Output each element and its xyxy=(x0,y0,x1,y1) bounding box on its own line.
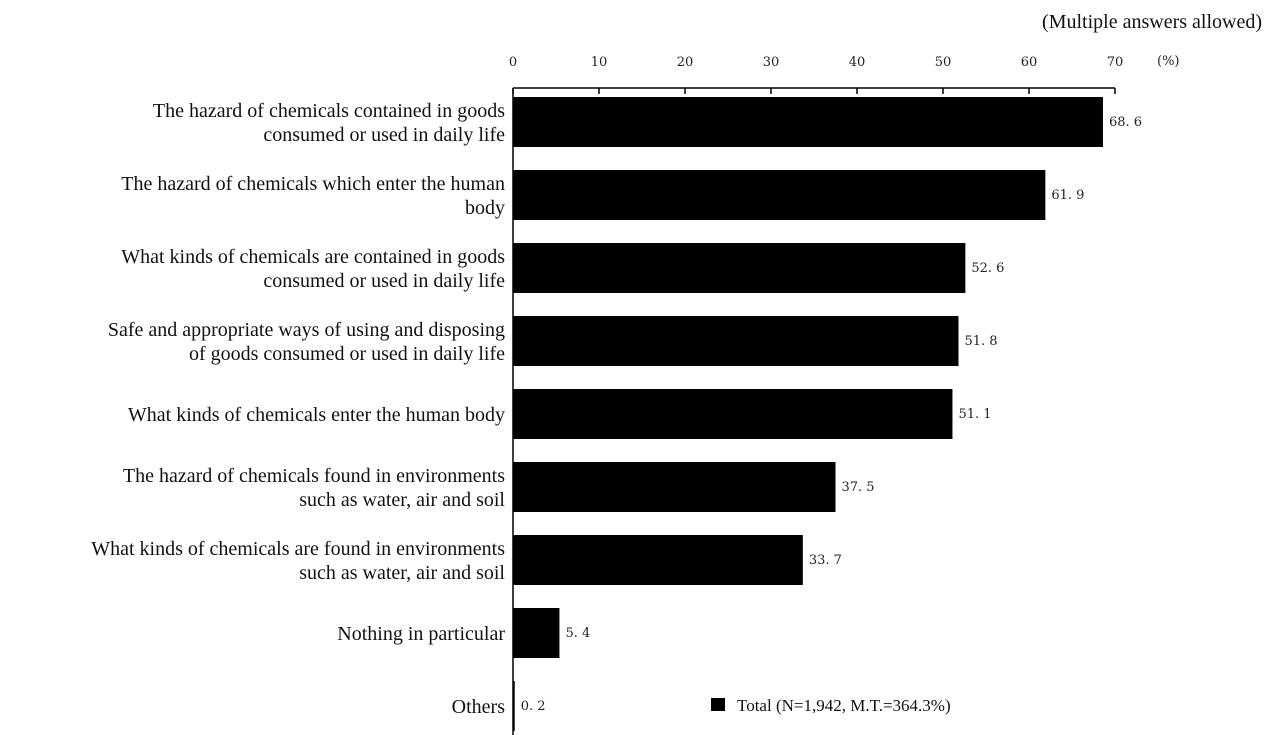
x-axis-tick-label: 10 xyxy=(591,55,608,70)
bar-value-label: 0. 2 xyxy=(521,699,546,714)
x-axis-tick-label: 70 xyxy=(1107,55,1124,70)
bar xyxy=(513,389,953,439)
bar xyxy=(513,316,959,366)
x-axis-tick-label: 40 xyxy=(849,55,866,70)
x-axis-unit-label: (%) xyxy=(1157,54,1180,69)
bar xyxy=(513,462,836,512)
category-label: The hazard of chemicals contained in goo… xyxy=(153,100,505,122)
bar xyxy=(513,243,966,293)
bar-value-label: 5. 4 xyxy=(565,626,590,641)
bar xyxy=(513,608,560,658)
x-axis-tick-label: 20 xyxy=(677,55,694,70)
category-label: Nothing in particular xyxy=(337,623,505,645)
category-label: The hazard of chemicals which enter the … xyxy=(121,173,505,195)
bar xyxy=(513,681,515,731)
category-label: The hazard of chemicals found in environ… xyxy=(123,465,505,487)
bar-value-label: 52. 6 xyxy=(971,261,1004,276)
category-label: What kinds of chemicals enter the human … xyxy=(128,404,505,426)
x-axis-tick-label: 30 xyxy=(763,55,780,70)
category-label: body xyxy=(465,197,505,219)
value-labels: 68. 6 61. 9 52. 6 51. 8 51. 1 37. 5 33. 7 5. 4 0… xyxy=(521,115,1142,714)
bar xyxy=(513,535,803,585)
category-label: such as water, air and soil xyxy=(299,489,505,511)
category-label: such as water, air and soil xyxy=(299,562,505,584)
multiple-answers-note: (Multiple answers allowed) xyxy=(1042,11,1262,33)
category-label: Safe and appropriate ways of using and d… xyxy=(108,319,505,341)
x-axis-tick-label: 60 xyxy=(1021,55,1038,70)
category-labels: The hazard of chemicals contained in goo… xyxy=(91,100,505,718)
category-label: What kinds of chemicals are found in env… xyxy=(91,538,505,560)
category-label: consumed or used in daily life xyxy=(263,270,505,292)
bar-value-label: 51. 8 xyxy=(964,334,997,349)
legend: Total (N=1,942, M.T.=364.3%) xyxy=(711,696,951,715)
bar xyxy=(513,170,1046,220)
category-label: Others xyxy=(452,696,506,718)
bar-value-label: 51. 1 xyxy=(958,407,991,422)
x-axis-tick-label: 0 xyxy=(509,55,517,70)
bar xyxy=(513,97,1103,147)
bar-value-label: 37. 5 xyxy=(842,480,875,495)
bar-value-label: 61. 9 xyxy=(1051,188,1084,203)
bar-value-label: 68. 6 xyxy=(1109,115,1142,130)
category-label: consumed or used in daily life xyxy=(263,124,505,146)
category-label: What kinds of chemicals are contained in… xyxy=(121,246,505,268)
legend-swatch xyxy=(711,698,725,711)
bars xyxy=(513,97,1103,731)
category-label: of goods consumed or used in daily life xyxy=(189,343,505,365)
bar-value-label: 33. 7 xyxy=(809,553,842,568)
legend-label: Total (N=1,942, M.T.=364.3%) xyxy=(737,696,951,715)
x-axis-tick-label: 50 xyxy=(935,55,952,70)
